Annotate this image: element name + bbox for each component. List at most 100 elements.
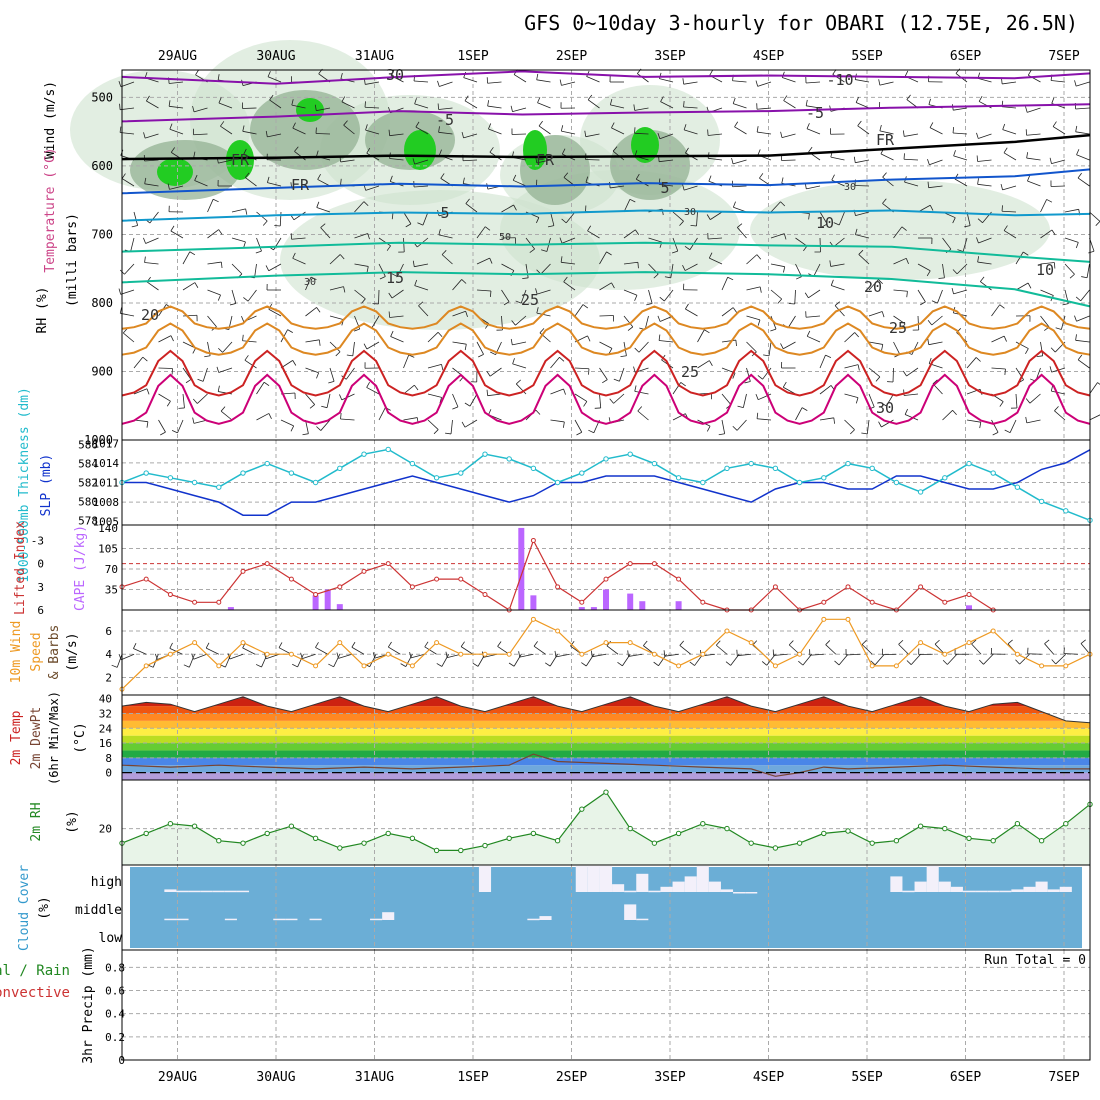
surface-wind-barb (460, 641, 465, 647)
wind-barb (320, 227, 331, 239)
wind-barb (611, 127, 625, 135)
thickness-point (458, 470, 464, 476)
wind-barb (218, 367, 233, 373)
wind-barb (415, 126, 429, 135)
wind-barb (855, 228, 858, 235)
thickness-tick: 586 (78, 439, 98, 452)
wind-speed-point (337, 640, 343, 646)
wind-barb (196, 393, 208, 404)
surface-wind-barb (590, 650, 593, 657)
wind-barb (391, 273, 398, 277)
cloud-high-bar (975, 890, 988, 893)
wind-barb (144, 133, 159, 139)
wind-barb (343, 286, 346, 293)
wind-barb (952, 410, 957, 415)
wind-barb (634, 295, 638, 301)
wind-barb (204, 355, 211, 358)
wind-barb (414, 279, 418, 286)
wind-barb (476, 257, 490, 265)
wind-barb (559, 79, 562, 86)
rh-point (772, 845, 779, 851)
contour-label: 30 (304, 277, 316, 288)
cloud-high-bar (720, 889, 734, 892)
wind-barb (192, 105, 195, 112)
wind-speed-point (409, 663, 415, 669)
ylabel-rh-2m: 2m RH (29, 802, 44, 841)
thickness-point (627, 451, 633, 457)
wind-barb (629, 198, 636, 203)
wind-barb (928, 185, 943, 189)
wind-barb (538, 125, 551, 135)
wind-barb (220, 406, 226, 412)
wind-barb (954, 178, 968, 187)
surface-wind-barb (971, 639, 977, 645)
surface-wind-barb (441, 654, 450, 667)
date-label-top: 6SEP (950, 49, 981, 64)
wind-barb (731, 157, 734, 164)
wind-barb (513, 74, 527, 83)
wind-barb (535, 288, 538, 295)
contour-label: 50 (499, 232, 511, 243)
wind-barb (388, 292, 393, 299)
wind-barb (389, 133, 404, 137)
wind-barb (1003, 230, 1017, 239)
wind-barb (732, 372, 736, 379)
wind-barb (574, 419, 583, 433)
wind-barb (664, 276, 671, 279)
wind-barb (120, 81, 135, 88)
temp-tick: 24 (99, 722, 113, 735)
wind-barb (515, 315, 527, 326)
wind-barb (858, 249, 864, 255)
wind-barb (1052, 121, 1057, 127)
wind-barb (245, 208, 248, 215)
wind-barb (268, 413, 272, 419)
cape-tick: 70 (105, 563, 118, 576)
wind-barb (904, 133, 919, 137)
wind-speed-point (676, 663, 682, 669)
wind-barb (146, 281, 159, 291)
wind-barb (510, 338, 513, 345)
wind-barb (525, 263, 529, 278)
wind-barb (512, 341, 527, 346)
surface-wind-barb (715, 640, 721, 646)
wind-barb (633, 104, 636, 111)
surface-wind-barb (518, 651, 521, 658)
wind-barb (343, 120, 348, 126)
wind-barb (1027, 107, 1041, 113)
wind-barb (305, 393, 315, 405)
rh-point (554, 838, 561, 844)
panel-rh-2m: 20 2m RH (%) (29, 779, 1093, 866)
wind-barb (782, 77, 796, 83)
wind-barb (980, 281, 992, 291)
wind-barb (537, 97, 541, 103)
lifted-index-point (869, 599, 875, 605)
ylabel-rh: RH (%) (35, 287, 50, 334)
wind-barb (783, 386, 796, 395)
wind-barb (855, 79, 870, 83)
thickness-point (651, 460, 658, 467)
rh-high (157, 158, 193, 186)
rh-point (337, 845, 343, 851)
wind-barb (952, 269, 958, 275)
wind-barb (1022, 251, 1029, 256)
wind-speed-point (700, 651, 706, 657)
wind-barb (414, 263, 429, 268)
wind-barb (737, 223, 743, 228)
wind-barb (1074, 80, 1077, 87)
wind-barb (146, 388, 150, 395)
rh-point (385, 830, 391, 837)
temp-contour-warm (121, 373, 1091, 425)
wind-barb (216, 366, 220, 373)
panel-li-cape: -3 0 3 6 35 70 105 140 Lifted Index CAPE (J/kg) (13, 521, 1091, 617)
wind-barb (868, 367, 881, 378)
wind-barb (927, 320, 933, 326)
wind-barb (403, 237, 405, 253)
wind-barb (755, 393, 759, 400)
contour-label: FR (536, 151, 555, 169)
rh-point (990, 838, 996, 844)
thickness-point (337, 465, 343, 472)
wind-barb (452, 341, 467, 345)
wind-barb (653, 273, 659, 279)
wind-speed-point (918, 640, 924, 646)
